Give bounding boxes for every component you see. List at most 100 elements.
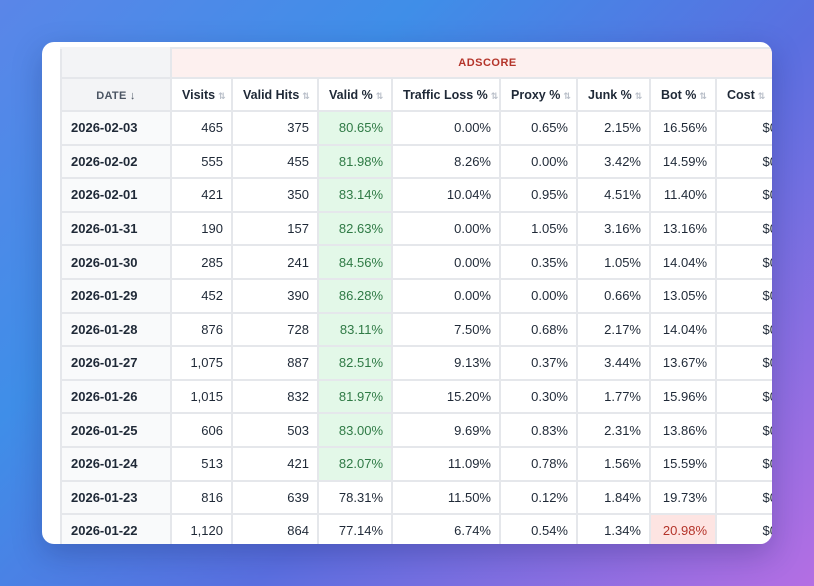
- table-body: 2026-02-03 465 375 80.65% 0.00% 0.65% 2.…: [60, 110, 772, 544]
- cost-cell: $0.15: [714, 378, 772, 415]
- proxy-cell: 0.95%: [499, 177, 578, 213]
- proxy-cell: 0.78%: [499, 445, 578, 482]
- valid-pct-cell: 82.07%: [317, 445, 393, 482]
- sort-icon: ⇅: [757, 90, 766, 101]
- valid-hits-cell: 375: [231, 110, 319, 146]
- visits-cell: 285: [170, 244, 233, 280]
- sort-icon: ⇅: [490, 90, 499, 101]
- traffic-loss-cell: 0.00%: [391, 244, 501, 280]
- visits-cell: 1,120: [170, 513, 233, 544]
- cost-cell: $0.07: [714, 277, 772, 314]
- table-row: 2026-01-29 452 390 86.28% 0.00% 0.00% 0.…: [60, 277, 772, 314]
- visits-header-label: Visits: [182, 87, 216, 102]
- valid-hits-cell: 421: [231, 445, 319, 482]
- proxy-cell: 0.68%: [499, 311, 578, 348]
- valid-pct-cell: 83.14%: [317, 177, 393, 213]
- visits-column-header[interactable]: Visits ⇅: [170, 77, 233, 112]
- valid-pct-column-header[interactable]: Valid % ⇅: [317, 77, 393, 112]
- proxy-cell: 1.05%: [499, 210, 578, 247]
- cost-cell: $0.06: [714, 177, 772, 213]
- visits-cell: 513: [170, 445, 233, 482]
- traffic-loss-cell: 11.50%: [391, 479, 501, 516]
- valid-hits-cell: 455: [231, 143, 319, 180]
- table-row: 2026-01-24 513 421 82.07% 11.09% 0.78% 1…: [60, 445, 772, 482]
- junk-cell: 2.15%: [576, 110, 651, 146]
- visits-cell: 421: [170, 177, 233, 213]
- bot-cell: 19.73%: [649, 479, 717, 516]
- proxy-column-header[interactable]: Proxy % ⇅: [499, 77, 578, 112]
- cost-cell: $0.03: [714, 210, 772, 247]
- sort-icon: ⇅: [634, 90, 643, 101]
- column-header-row: DATE ↓ Visits ⇅ Valid Hits ⇅ Valid % ⇅ Traf…: [60, 77, 772, 112]
- bot-cell: 15.96%: [649, 378, 717, 415]
- date-cell: 2026-01-25: [60, 412, 172, 448]
- bot-cell: 13.67%: [649, 345, 717, 381]
- junk-cell: 3.44%: [576, 345, 651, 381]
- table-row: 2026-02-01 421 350 83.14% 10.04% 0.95% 4…: [60, 177, 772, 213]
- date-cell: 2026-01-31: [60, 210, 172, 247]
- valid-pct-cell: 83.11%: [317, 311, 393, 348]
- valid-pct-header-label: Valid %: [329, 87, 373, 102]
- proxy-cell: 0.65%: [499, 110, 578, 146]
- traffic-loss-cell: 10.04%: [391, 177, 501, 213]
- traffic-loss-cell: 11.09%: [391, 445, 501, 482]
- junk-cell: 1.05%: [576, 244, 651, 280]
- junk-cell: 3.16%: [576, 210, 651, 247]
- sort-icon: ⇅: [302, 90, 310, 101]
- date-group-spacer: [60, 47, 172, 79]
- date-cell: 2026-01-29: [60, 277, 172, 314]
- table-row: 2026-01-30 285 241 84.56% 0.00% 0.35% 1.…: [60, 244, 772, 280]
- proxy-cell: 0.30%: [499, 378, 578, 415]
- table-row: 2026-01-25 606 503 83.00% 9.69% 0.83% 2.…: [60, 412, 772, 448]
- junk-column-header[interactable]: Junk % ⇅: [576, 77, 651, 112]
- junk-cell: 1.84%: [576, 479, 651, 516]
- table-scroll-area[interactable]: ADSCORE DATE ↓ Visits ⇅ Valid Hits ⇅ Valid…: [60, 47, 772, 544]
- cost-cell: $0.07: [714, 110, 772, 146]
- valid-pct-cell: 84.56%: [317, 244, 393, 280]
- valid-pct-cell: 81.98%: [317, 143, 393, 180]
- report-card: ADSCORE DATE ↓ Visits ⇅ Valid Hits ⇅ Valid…: [42, 42, 772, 544]
- visits-cell: 555: [170, 143, 233, 180]
- cost-cell: $0.04: [714, 244, 772, 280]
- visits-cell: 606: [170, 412, 233, 448]
- bot-cell: 13.05%: [649, 277, 717, 314]
- cost-column-header[interactable]: Cost ⇅: [714, 77, 772, 112]
- valid-pct-cell: 77.14%: [317, 513, 393, 544]
- date-column-header[interactable]: DATE ↓: [60, 77, 172, 112]
- cost-header-label: Cost: [727, 87, 755, 102]
- date-cell: 2026-01-23: [60, 479, 172, 516]
- valid-pct-cell: 82.51%: [317, 345, 393, 381]
- valid-hits-column-header[interactable]: Valid Hits ⇅: [231, 77, 319, 112]
- column-group-row: ADSCORE: [60, 47, 772, 79]
- bot-cell: 14.59%: [649, 143, 717, 180]
- date-cell: 2026-01-28: [60, 311, 172, 348]
- junk-cell: 1.77%: [576, 378, 651, 415]
- traffic-loss-cell: 6.74%: [391, 513, 501, 544]
- traffic-loss-column-header[interactable]: Traffic Loss % ⇅: [391, 77, 501, 112]
- traffic-loss-cell: 9.69%: [391, 412, 501, 448]
- date-cell: 2026-01-24: [60, 445, 172, 482]
- junk-header-label: Junk %: [588, 87, 632, 102]
- junk-cell: 1.34%: [576, 513, 651, 544]
- valid-pct-cell: 80.65%: [317, 110, 393, 146]
- valid-hits-cell: 887: [231, 345, 319, 381]
- traffic-loss-cell: 0.00%: [391, 110, 501, 146]
- table-row: 2026-01-26 1,015 832 81.97% 15.20% 0.30%…: [60, 378, 772, 415]
- bot-cell: 15.59%: [649, 445, 717, 482]
- cost-cell: $0.13: [714, 311, 772, 348]
- valid-hits-cell: 157: [231, 210, 319, 247]
- proxy-cell: 0.83%: [499, 412, 578, 448]
- visits-cell: 465: [170, 110, 233, 146]
- proxy-cell: 0.54%: [499, 513, 578, 544]
- visits-cell: 1,075: [170, 345, 233, 381]
- date-cell: 2026-01-30: [60, 244, 172, 280]
- bot-column-header[interactable]: Bot % ⇅: [649, 77, 717, 112]
- visits-cell: 816: [170, 479, 233, 516]
- junk-cell: 2.31%: [576, 412, 651, 448]
- sort-icon: ⇅: [375, 90, 384, 101]
- sort-icon: ⇅: [699, 90, 707, 101]
- table-row: 2026-02-02 555 455 81.98% 8.26% 0.00% 3.…: [60, 143, 772, 180]
- valid-pct-cell: 81.97%: [317, 378, 393, 415]
- bot-cell: 20.98%: [649, 513, 717, 544]
- junk-cell: 2.17%: [576, 311, 651, 348]
